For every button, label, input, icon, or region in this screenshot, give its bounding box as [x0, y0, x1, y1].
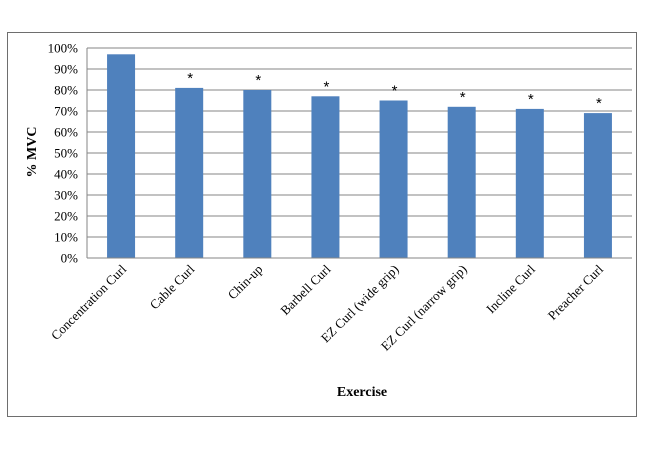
bar	[583, 113, 612, 258]
bar	[107, 54, 136, 258]
bar	[515, 108, 544, 259]
bar	[379, 100, 408, 258]
significance-marker: *	[324, 78, 330, 95]
significance-marker: *	[460, 89, 466, 106]
bar	[311, 96, 340, 258]
y-tick-label: 90%	[54, 62, 78, 77]
x-axis-title: Exercise	[337, 385, 387, 400]
y-axis-title: % MVC	[25, 127, 40, 178]
y-axis-ticks: 0% 10% 20% 30% 40% 50% 60% 70% 80% 90% 100%	[48, 41, 79, 266]
y-tick-label: 40%	[54, 167, 78, 182]
y-tick-label: 50%	[54, 146, 78, 161]
gridlines	[87, 47, 632, 238]
significance-marker: *	[596, 95, 602, 112]
significance-markers: * * * * * * *	[187, 70, 602, 112]
bars	[107, 54, 612, 259]
x-category-label: Preacher Curl	[545, 261, 607, 323]
x-category-label: Barbell Curl	[277, 261, 334, 318]
y-tick-label: 20%	[54, 209, 78, 224]
significance-marker: *	[528, 91, 534, 108]
x-category-label: Incline Curl	[483, 261, 538, 316]
y-tick-label: 60%	[54, 125, 78, 140]
x-axis-categories: Concentration Curl Cable Curl Chin-up Barbe…	[48, 261, 606, 353]
significance-marker: *	[392, 83, 398, 100]
y-tick-label: 100%	[48, 41, 79, 56]
x-category-label: Cable Curl	[147, 261, 198, 312]
y-tick-label: 70%	[54, 104, 78, 119]
y-tick-label: 30%	[54, 188, 78, 203]
significance-marker: *	[255, 72, 261, 89]
y-tick-label: 0%	[61, 251, 79, 266]
bar	[243, 90, 272, 258]
bar	[175, 87, 204, 259]
bar	[447, 106, 476, 258]
x-category-label: Chin-up	[225, 262, 266, 303]
y-tick-label: 80%	[54, 83, 78, 98]
x-category-label: Concentration Curl	[48, 261, 130, 343]
significance-marker: *	[187, 70, 193, 87]
y-tick-label: 10%	[54, 230, 78, 245]
